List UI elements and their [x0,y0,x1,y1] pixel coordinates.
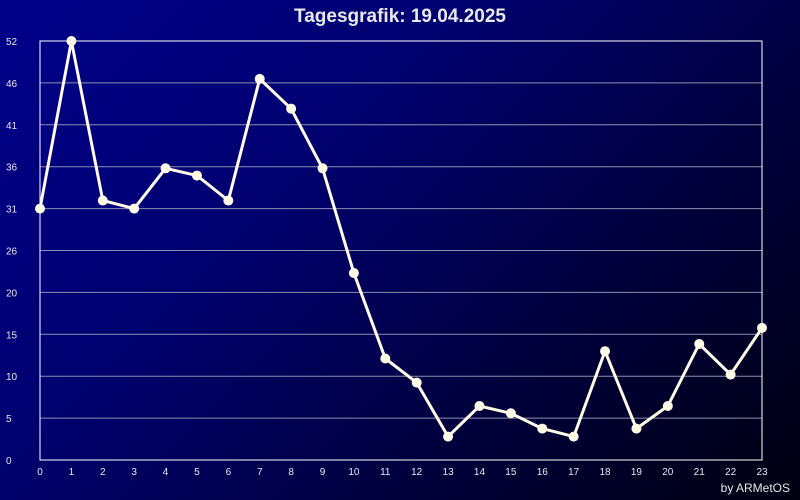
data-point [537,423,548,434]
data-point [757,322,767,333]
data-point [317,163,328,174]
y-tick-label: 5 [6,414,12,425]
x-tick-label: 4 [163,467,169,478]
data-point [97,195,108,206]
data-point [694,338,705,349]
data-point [348,268,359,279]
x-tick-label: 19 [631,467,643,478]
data-point [505,408,516,419]
x-tick-label: 20 [662,467,674,478]
x-tick-label: 7 [257,467,263,478]
y-tick-label: 26 [6,247,18,258]
x-tick-label: 1 [69,467,75,478]
data-point [631,423,642,434]
x-tick-label: 2 [100,467,106,478]
x-tick-label: 22 [725,467,737,478]
data-point [35,203,45,214]
y-tick-label: 41 [6,121,18,132]
credit-label: by ARMetOS [720,481,790,495]
y-tick-label: 20 [6,288,18,299]
data-point [568,431,579,442]
x-tick-label: 21 [694,467,706,478]
y-tick-label: 31 [6,205,18,216]
data-point [725,369,736,380]
y-tick-label: 10 [6,372,18,383]
series-line [38,39,764,439]
y-tick-label: 15 [6,330,18,341]
data-point [254,73,265,84]
data-point [474,401,485,412]
x-tick-label: 12 [411,467,423,478]
data-point [662,401,673,412]
data-point [191,170,202,181]
x-tick-label: 18 [599,467,611,478]
y-tick-label: 0 [6,456,12,467]
plot-frame [39,40,763,461]
grid-lines [40,82,762,419]
x-tick-label: 14 [474,467,486,478]
x-tick-label: 5 [194,467,200,478]
x-tick-label: 10 [348,467,360,478]
x-tick-label: 0 [37,467,43,478]
y-tick-label: 36 [6,163,18,174]
y-tick-label: 46 [6,79,18,90]
data-points [35,36,767,442]
data-point [160,163,171,174]
x-tick-label: 8 [288,467,294,478]
data-point [223,195,234,206]
x-tick-label: 3 [131,467,137,478]
data-point [286,103,297,114]
data-point [443,431,454,442]
data-point [600,346,611,357]
x-tick-label: 11 [380,467,391,478]
data-point [129,203,140,214]
x-tick-label: 6 [226,467,232,478]
x-axis-ticks: 0 1 2 3 4 5 6 7 8 9 10 11 12 13 14 15 16 17 18 19 20 21 22 23 [37,467,768,478]
y-tick-label: 52 [6,37,18,48]
chart-title: Tagesgrafik: 19.04.2025 [294,6,506,27]
x-tick-label: 13 [443,467,455,478]
x-tick-label: 23 [756,467,768,478]
data-point [411,377,422,388]
x-tick-label: 15 [505,467,517,478]
x-tick-label: 16 [537,467,549,478]
y-axis-ticks: 0 5 10 15 20 26 31 36 41 46 52 [6,37,18,467]
x-tick-label: 17 [568,467,580,478]
x-tick-label: 9 [320,467,326,478]
data-point [380,353,391,364]
data-point [66,36,77,46]
